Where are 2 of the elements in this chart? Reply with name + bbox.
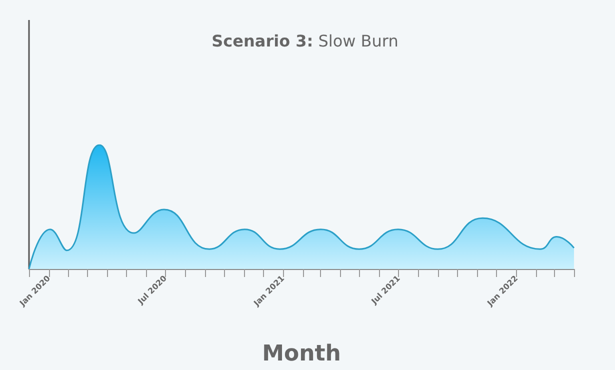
x-axis-title: Month [262,342,341,366]
chart-title: Scenario 3: Slow Burn [212,32,398,50]
